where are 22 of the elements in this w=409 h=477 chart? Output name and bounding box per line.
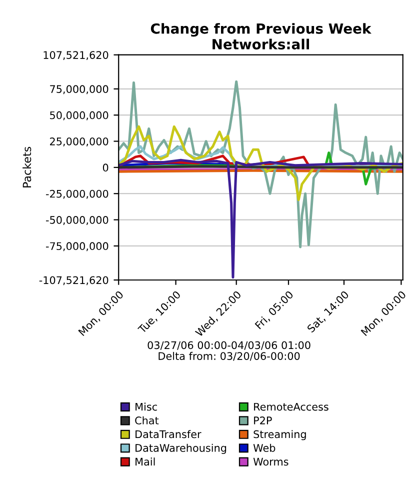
legend-label: Worms	[253, 458, 288, 466]
legend-label: Chat	[135, 416, 159, 424]
legend-label: Mail	[136, 458, 155, 466]
chart-title: Change from Previous Week Networks:all	[150, 23, 372, 50]
y-tick-label: -75,000,000	[46, 242, 108, 252]
legend-label: Web	[253, 444, 276, 452]
y-tick-label: 0	[102, 164, 108, 172]
legend-label: DataTransfer	[136, 430, 202, 438]
y-tick-label: 75,000,000	[50, 85, 108, 94]
legend-label: Streaming	[254, 430, 306, 440]
legend-label: P2P	[254, 416, 272, 424]
y-tick-label: 107,521,620	[44, 51, 108, 60]
legend-label: DataWarehousing	[136, 444, 226, 454]
y-tick-label: -25,000,000	[46, 190, 108, 199]
y-tick-label: -50,000,000	[46, 216, 108, 225]
y-tick-label: 50,000,000	[50, 111, 108, 120]
y-tick-label: -107,521,620	[39, 276, 108, 286]
text: 03/27/06 00:00-04/03/06 01:00 Delta from: 03/20/06-00:00	[148, 341, 310, 361]
y-tick-label: 25,000,000	[50, 137, 108, 146]
y-axis-title: Packets	[22, 146, 32, 188]
legend-label: Misc	[136, 402, 157, 411]
legend-label: RemoteAccess	[254, 402, 328, 411]
